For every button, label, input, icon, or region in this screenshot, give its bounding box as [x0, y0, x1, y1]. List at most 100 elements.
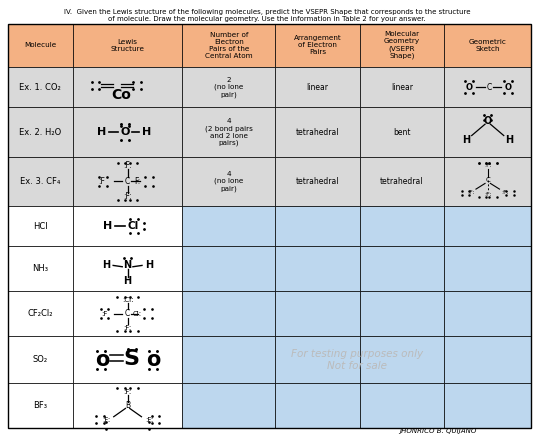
Bar: [8, 383, 73, 428]
Text: H: H: [142, 127, 151, 137]
Text: tetrahedral: tetrahedral: [296, 128, 339, 136]
Text: 2
(no lone
pair): 2 (no lone pair): [214, 76, 244, 97]
Text: S: S: [124, 349, 140, 369]
Text: C: C: [125, 309, 130, 318]
Text: C: C: [486, 83, 491, 92]
Bar: [8, 336, 73, 383]
Bar: [8, 246, 73, 291]
Text: 4
(2 bond pairs
and 2 lone
pairs): 4 (2 bond pairs and 2 lone pairs): [205, 118, 253, 146]
Text: H: H: [102, 260, 111, 270]
Bar: [276, 336, 360, 383]
Bar: [183, 67, 276, 108]
Bar: [8, 67, 73, 108]
Text: N: N: [123, 260, 132, 270]
Text: Lewis
Structure: Lewis Structure: [111, 39, 145, 52]
Text: H: H: [145, 260, 153, 270]
Text: o: o: [146, 350, 160, 370]
Text: :F: :F: [98, 177, 105, 186]
Text: For testing purposes only
Not for sale: For testing purposes only Not for sale: [291, 349, 423, 371]
Bar: [183, 24, 276, 67]
Bar: [8, 291, 73, 336]
Text: H: H: [123, 276, 132, 286]
Bar: [73, 291, 183, 336]
Text: NH₃: NH₃: [33, 264, 49, 274]
Bar: [183, 246, 276, 291]
Bar: [360, 156, 444, 206]
Bar: [276, 246, 360, 291]
Text: 4
(no lone
pair): 4 (no lone pair): [214, 171, 244, 192]
Text: :F:: :F:: [123, 192, 132, 201]
Text: H: H: [103, 221, 112, 231]
Text: Ex. 1. CO₂: Ex. 1. CO₂: [19, 83, 61, 92]
Text: bent: bent: [393, 128, 411, 136]
Bar: [183, 206, 276, 246]
Text: :Cl:: :Cl:: [122, 297, 134, 303]
Text: tetrahedral: tetrahedral: [296, 177, 339, 186]
Bar: [183, 291, 276, 336]
Text: O: O: [484, 116, 492, 126]
Text: C: C: [125, 177, 130, 186]
Bar: [183, 108, 276, 156]
Text: BF₃: BF₃: [33, 401, 48, 410]
Text: H: H: [505, 135, 513, 145]
Text: H: H: [97, 127, 107, 137]
Bar: [73, 246, 183, 291]
Bar: [183, 156, 276, 206]
Text: Molecule: Molecule: [24, 42, 57, 49]
Bar: [276, 291, 360, 336]
Text: linear: linear: [391, 83, 413, 92]
Bar: [444, 336, 531, 383]
Bar: [360, 336, 444, 383]
Text: O: O: [505, 83, 512, 92]
Text: :F:: :F:: [484, 163, 491, 168]
Text: H: H: [462, 135, 470, 145]
Bar: [444, 246, 531, 291]
Bar: [360, 206, 444, 246]
Text: Geometric
Sketch: Geometric Sketch: [469, 39, 507, 52]
Text: :F:: :F:: [501, 190, 508, 195]
Text: :F:: :F:: [123, 325, 132, 331]
Text: HCl: HCl: [33, 222, 48, 231]
Text: C: C: [485, 177, 490, 184]
Bar: [276, 383, 360, 428]
Bar: [73, 67, 183, 108]
Text: :F:: :F:: [467, 190, 474, 195]
Bar: [73, 383, 183, 428]
Bar: [444, 24, 531, 67]
Bar: [444, 206, 531, 246]
Bar: [360, 67, 444, 108]
Text: CF₂Cl₂: CF₂Cl₂: [28, 309, 53, 318]
Bar: [360, 108, 444, 156]
Text: B: B: [125, 401, 130, 410]
Bar: [8, 156, 73, 206]
Text: Cl: Cl: [127, 221, 138, 231]
Bar: [360, 246, 444, 291]
Bar: [360, 24, 444, 67]
Text: linear: linear: [307, 83, 328, 92]
Text: of molecule. Draw the molecular geometry. Use the information in Table 2 for you: of molecule. Draw the molecular geometry…: [108, 16, 426, 22]
Bar: [276, 67, 360, 108]
Bar: [8, 24, 73, 67]
Bar: [444, 383, 531, 428]
Bar: [183, 383, 276, 428]
Bar: [73, 156, 183, 206]
Bar: [183, 336, 276, 383]
Bar: [276, 24, 360, 67]
Bar: [8, 108, 73, 156]
Text: :F:: :F:: [102, 417, 111, 423]
Bar: [276, 156, 360, 206]
Text: :F:: :F:: [484, 192, 491, 197]
Text: :F:: :F:: [145, 417, 153, 423]
Bar: [276, 108, 360, 156]
Text: Ex. 2. H₂O: Ex. 2. H₂O: [19, 128, 61, 136]
Bar: [360, 383, 444, 428]
Text: IV.  Given the Lewis structure of the following molecules, predict the VSEPR Sha: IV. Given the Lewis structure of the fol…: [64, 9, 470, 15]
Bar: [73, 108, 183, 156]
Text: JHONRICO B. QUIJANO: JHONRICO B. QUIJANO: [399, 427, 476, 434]
Text: Molecular
Geometry
(VSEPR
Shape): Molecular Geometry (VSEPR Shape): [384, 31, 420, 59]
Text: Cl:: Cl:: [133, 311, 142, 317]
Bar: [73, 336, 183, 383]
Text: Ex. 3. CF₄: Ex. 3. CF₄: [20, 177, 60, 186]
Bar: [444, 291, 531, 336]
Text: o: o: [95, 350, 109, 370]
